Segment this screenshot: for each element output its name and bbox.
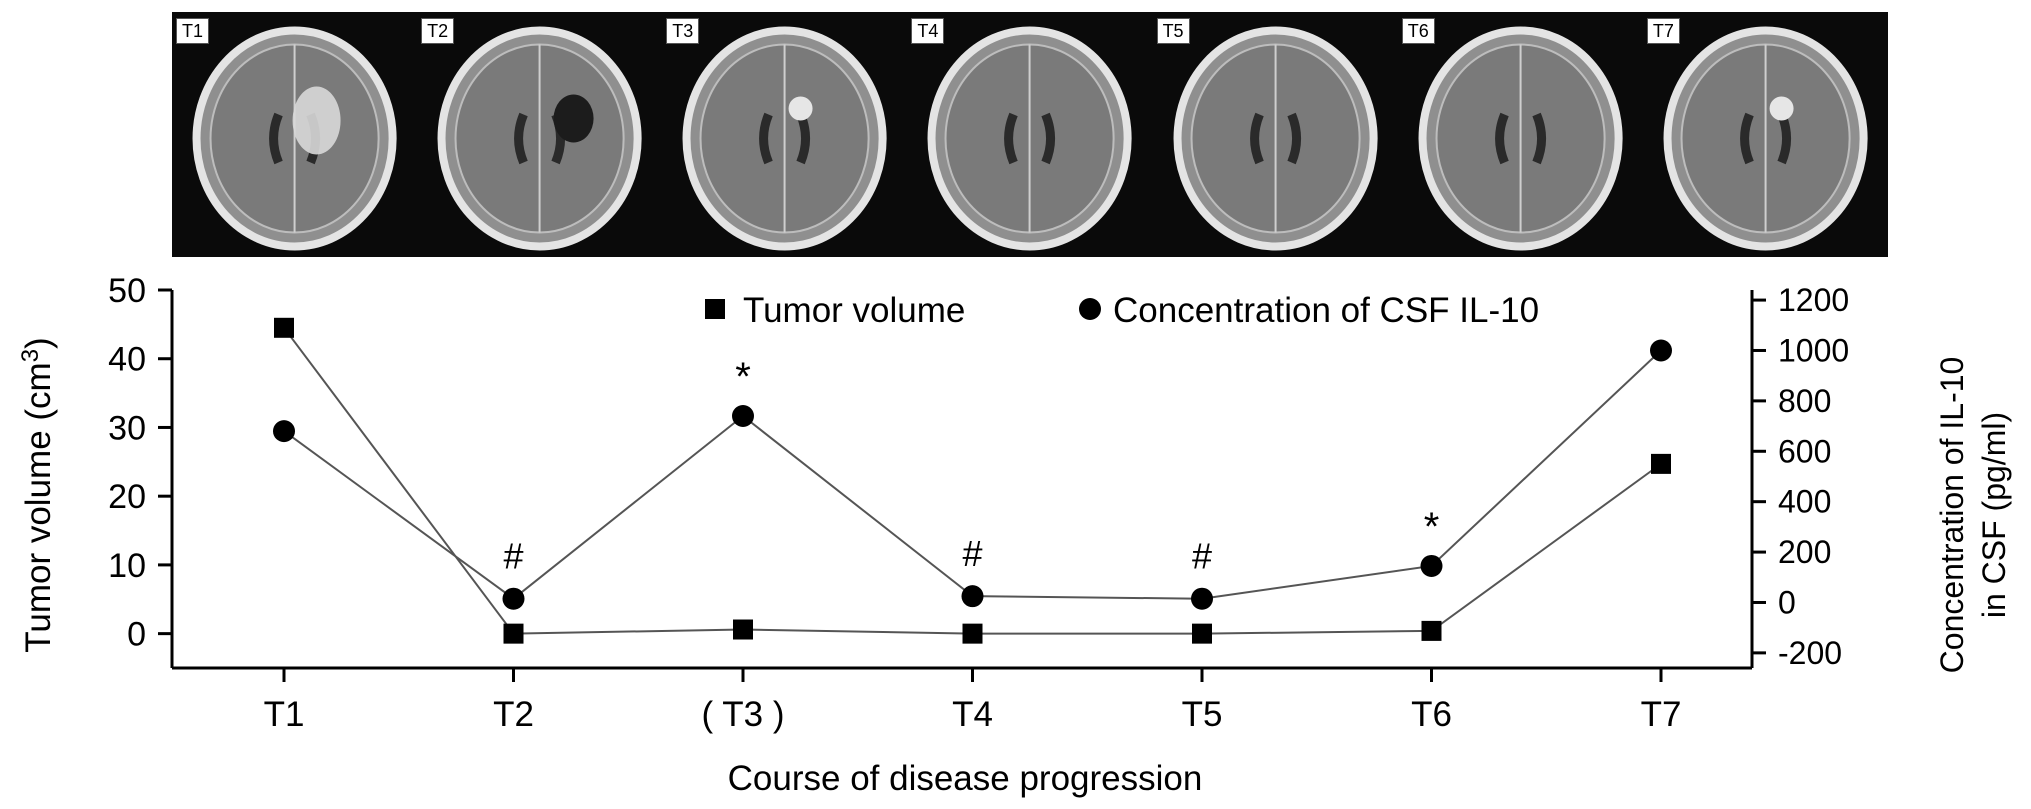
il10-point <box>1191 587 1213 610</box>
brain-scan-image <box>927 26 1133 251</box>
y-axis-right-title-line2: in CSF (pg/ml) <box>1976 412 2012 618</box>
mri-panel-label: T5 <box>1156 18 1190 44</box>
mri-image-strip: T1 T2 T3 T4 T5 T6 T7 <box>172 12 1888 257</box>
il10-point <box>1650 339 1672 362</box>
mri-panel-t6: T6 <box>1398 12 1643 257</box>
significance-annotation: # <box>962 533 982 574</box>
y-right-tick-label: 200 <box>1778 534 1831 570</box>
x-tick-label: T2 <box>493 695 534 734</box>
tumor-volume-point <box>733 619 753 640</box>
mri-panel-label: T3 <box>666 18 700 44</box>
y-right-tick-label: -200 <box>1778 635 1842 671</box>
tumor-volume-point <box>1192 623 1212 644</box>
il10-point <box>1420 554 1443 577</box>
legend-marker-tumor-volume <box>705 299 725 319</box>
significance-annotation: * <box>735 355 751 399</box>
brain-scan-image <box>437 26 642 251</box>
tumor-volume-point <box>503 623 524 644</box>
mri-panel-label: T1 <box>176 18 210 44</box>
tumor-volume-point <box>962 623 983 644</box>
il10-point <box>502 587 525 610</box>
y-right-tick-label: 400 <box>1778 484 1831 520</box>
tumor-volume-point <box>274 317 294 338</box>
legend-marker-il10 <box>1079 298 1101 320</box>
y-right-tick-label: 0 <box>1778 584 1796 620</box>
mri-panel-label: T4 <box>911 18 945 44</box>
mri-panel-t3: T3 <box>662 12 907 257</box>
x-tick-label: T1 <box>264 695 305 734</box>
y-left-tick-label: 50 <box>108 272 146 310</box>
mri-panel-label: T7 <box>1646 18 1680 44</box>
brain-scan-image <box>1663 26 1868 251</box>
mri-panel-t1: T1 <box>172 12 417 257</box>
y-right-tick-label: 600 <box>1778 433 1831 469</box>
brain-scan-image <box>1418 26 1623 251</box>
y-left-tick-label: 0 <box>127 616 146 654</box>
x-tick-label: T7 <box>1641 695 1682 734</box>
y-left-tick-label: 30 <box>108 409 146 447</box>
tumor-volume-point <box>1421 620 1442 641</box>
x-tick-label: ( T3 ) <box>702 695 785 734</box>
y-axis-right-title-line1: Concentration of IL-10 <box>1934 357 1970 674</box>
y-right-tick-label: 1200 <box>1778 282 1849 318</box>
mri-panel-label: T6 <box>1401 18 1435 44</box>
brain-scan-image <box>1173 26 1378 251</box>
y-left-tick-label: 20 <box>108 478 146 516</box>
il10-point <box>732 405 754 427</box>
x-axis-title: Course of disease progression <box>728 759 1203 798</box>
y-right-tick-label: 800 <box>1778 383 1831 419</box>
significance-annotation: # <box>1192 536 1212 577</box>
il10-point <box>961 585 984 608</box>
significance-annotation: # <box>503 536 523 577</box>
mri-panel-t7: T7 <box>1643 12 1888 257</box>
y-right-tick-label: 1000 <box>1778 332 1849 368</box>
legend-label-il10: Concentration of CSF IL-10 <box>1113 291 1539 330</box>
x-tick-label: T6 <box>1411 695 1452 734</box>
brain-scan-image <box>682 26 887 251</box>
y-axis-left-title: Tumor volume (cm3) <box>17 337 58 652</box>
mri-panel-t4: T4 <box>907 12 1152 257</box>
x-tick-label: T4 <box>952 695 993 734</box>
il10-point <box>273 420 295 443</box>
legend-label-tumor-volume: Tumor volume <box>743 291 965 330</box>
mri-panel-t5: T5 <box>1153 12 1398 257</box>
brain-scan-image <box>192 26 397 251</box>
mri-panel-t2: T2 <box>417 12 662 257</box>
x-tick-label: T5 <box>1182 695 1223 734</box>
y-left-tick-label: 40 <box>108 341 146 379</box>
y-left-tick-label: 10 <box>108 547 146 585</box>
mri-panel-label: T2 <box>421 18 455 44</box>
tumor-volume-point <box>1651 453 1671 474</box>
significance-annotation: * <box>1424 505 1440 549</box>
